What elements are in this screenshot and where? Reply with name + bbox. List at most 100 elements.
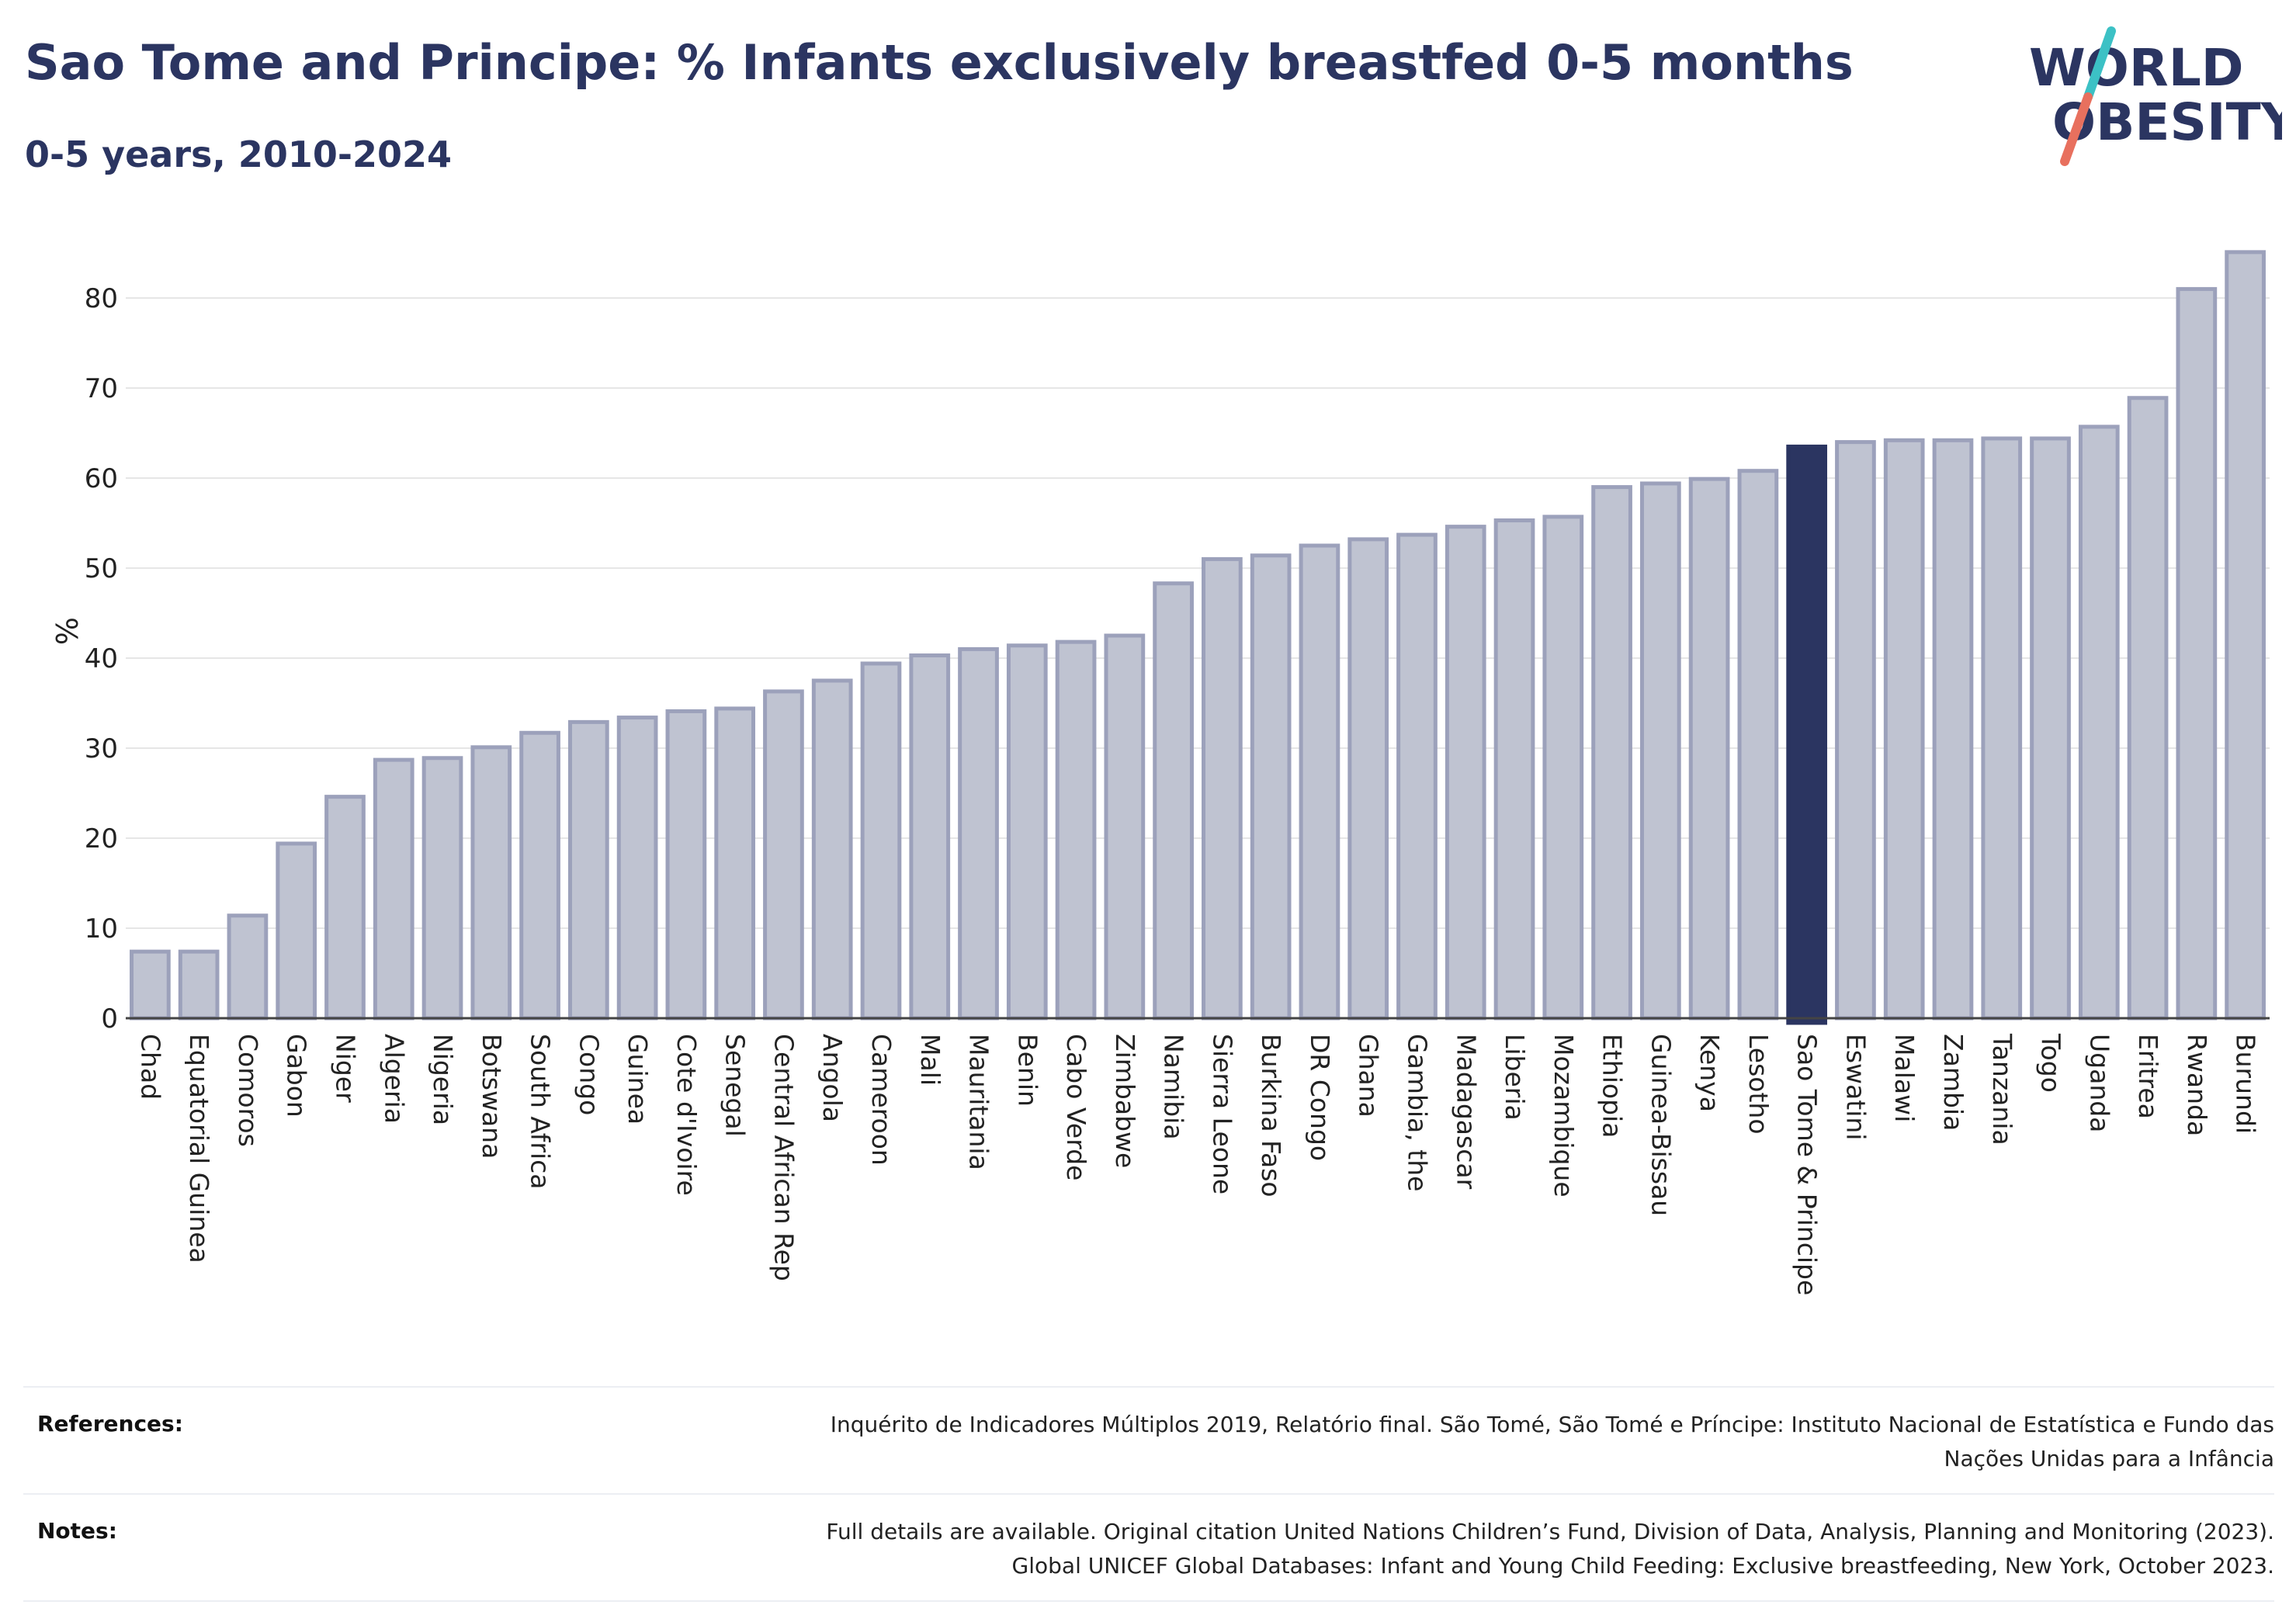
bar-tanzania[interactable] <box>1981 436 2023 1021</box>
bar-chad[interactable] <box>130 949 171 1021</box>
bar-niger[interactable] <box>324 795 366 1021</box>
x-category-label: Rwanda <box>2182 1034 2212 1136</box>
references-row: References: Inquérito de Indicadores Múl… <box>23 1386 2274 1493</box>
bar-zambia[interactable] <box>1932 438 1974 1021</box>
notes-row: Notes: Full details are available. Origi… <box>23 1493 2274 1602</box>
bar-benin[interactable] <box>1006 643 1048 1021</box>
bar-mauritania[interactable] <box>958 646 999 1021</box>
x-category-label: Nigeria <box>428 1034 458 1125</box>
bar-equatorial-guinea[interactable] <box>178 949 220 1021</box>
bar-burundi[interactable] <box>2225 250 2266 1021</box>
x-category-labels: Chad Equatorial Guinea Comoros Gabon Niger Al… <box>135 1033 2260 1295</box>
y-tick-label: 0 <box>101 1003 118 1035</box>
x-category-label: Mauritania <box>964 1034 994 1170</box>
x-category-label: South Africa <box>525 1034 556 1190</box>
bar-senegal[interactable] <box>714 706 756 1021</box>
chart-title: Sao Tome and Principe: % Infants exclusi… <box>25 34 1854 91</box>
x-category-label: Gabon <box>282 1034 312 1118</box>
footer-table: References: Inquérito de Indicadores Múl… <box>23 1386 2274 1602</box>
y-tick-label: 40 <box>85 643 118 674</box>
bar-sao-tome-principe[interactable] <box>1786 444 1828 1025</box>
x-category-label: Zimbabwe <box>1110 1034 1140 1168</box>
x-category-label: Uganda <box>2084 1034 2114 1132</box>
bar-madagascar[interactable] <box>1445 525 1486 1021</box>
y-tick-label: 60 <box>85 463 118 494</box>
bar-kenya[interactable] <box>1688 477 1730 1021</box>
bar-nigeria[interactable] <box>421 756 463 1021</box>
logo-text-world: WORLD <box>2029 38 2244 98</box>
bar-guinea-bissau[interactable] <box>1639 481 1681 1021</box>
x-category-label: Togo <box>2036 1033 2066 1093</box>
bar-ghana[interactable] <box>1347 537 1389 1021</box>
bar-eritrea[interactable] <box>2127 396 2169 1021</box>
bar-gabon[interactable] <box>276 841 317 1021</box>
bar-ethiopia[interactable] <box>1591 485 1632 1021</box>
x-category-label: Niger <box>330 1034 360 1103</box>
world-obesity-logo: WORLD OBESITY <box>2029 26 2282 166</box>
x-category-label: Angola <box>817 1034 848 1122</box>
x-category-label: Eritrea <box>2133 1034 2163 1119</box>
bar-mozambique[interactable] <box>1542 515 1584 1021</box>
logo-slash-bottom <box>2060 92 2093 166</box>
y-tick-label: 20 <box>85 823 118 854</box>
y-tick-label: 50 <box>85 553 118 584</box>
x-category-label: Chad <box>135 1034 165 1100</box>
bar-togo[interactable] <box>2030 436 2071 1021</box>
bar-algeria[interactable] <box>373 757 414 1021</box>
bar-cameroon[interactable] <box>860 661 902 1021</box>
bar-dr-congo[interactable] <box>1299 543 1340 1021</box>
x-category-label: Eswatini <box>1840 1034 1871 1140</box>
x-category-label: Lesotho <box>1743 1034 1774 1135</box>
bar-cote-d-ivoire[interactable] <box>665 709 707 1021</box>
bar-namibia[interactable] <box>1153 581 1194 1021</box>
y-tick-label: 10 <box>85 913 118 944</box>
notes-line-2: Global UNICEF Global Databases: Infant a… <box>1011 1553 2274 1579</box>
bar-guinea[interactable] <box>616 716 658 1021</box>
bar-lesotho[interactable] <box>1737 469 1779 1021</box>
bar-cabo-verde[interactable] <box>1055 639 1097 1021</box>
bar-liberia[interactable] <box>1493 518 1535 1021</box>
bar-gambia-the[interactable] <box>1396 532 1438 1021</box>
x-category-label: Zambia <box>1938 1034 1968 1131</box>
notes-label: Notes: <box>37 1518 117 1544</box>
logo-slash-top <box>2083 26 2116 102</box>
bar-central-african-rep[interactable] <box>763 689 804 1021</box>
bar-south-africa[interactable] <box>519 730 560 1021</box>
x-category-label: DR Congo <box>1305 1034 1335 1161</box>
bar-botswana[interactable] <box>470 745 512 1021</box>
bar-zimbabwe[interactable] <box>1104 633 1146 1021</box>
bar-angola[interactable] <box>811 678 853 1021</box>
x-category-label: Senegal <box>720 1034 751 1137</box>
x-category-label: Guinea <box>623 1034 653 1125</box>
bar-eswatini[interactable] <box>1835 440 1876 1021</box>
bar-congo[interactable] <box>567 719 609 1021</box>
notes-line-1: Full details are available. Original cit… <box>826 1519 2274 1544</box>
x-category-label: Liberia <box>1500 1034 1530 1121</box>
x-category-label: Cameroon <box>866 1034 897 1166</box>
references-label: References: <box>37 1411 183 1437</box>
bar-rwanda[interactable] <box>2176 286 2218 1021</box>
references-line-2: Nações Unidas para a Infância <box>1944 1446 2274 1471</box>
x-category-label: Mozambique <box>1549 1034 1579 1197</box>
x-category-label: Ghana <box>1354 1034 1384 1118</box>
references-text: Inquérito de Indicadores Múltiplos 2019,… <box>489 1408 2274 1476</box>
bar-burkina-faso[interactable] <box>1250 553 1292 1021</box>
x-category-label: Gambia, the <box>1402 1034 1432 1191</box>
x-category-label: Madagascar <box>1451 1034 1481 1190</box>
x-category-label: Namibia <box>1159 1034 1189 1140</box>
bar-uganda[interactable] <box>2078 425 2120 1021</box>
x-category-label: Kenya <box>1694 1034 1725 1112</box>
bar-malawi[interactable] <box>1883 438 1925 1021</box>
x-category-label: Guinea-Bissau <box>1646 1034 1676 1216</box>
x-category-label: Tanzania <box>1987 1033 2017 1145</box>
y-axis-label: % <box>49 617 83 645</box>
bars <box>130 250 2266 1025</box>
x-category-label: Ethiopia <box>1597 1034 1628 1138</box>
y-tick-label: 70 <box>85 373 118 404</box>
bar-mali[interactable] <box>909 653 951 1021</box>
bar-comoros[interactable] <box>227 913 269 1021</box>
chart-subtitle: 0-5 years, 2010-2024 <box>25 133 453 175</box>
x-category-label: Botswana <box>477 1034 507 1159</box>
bar-sierra-leone[interactable] <box>1202 556 1243 1021</box>
